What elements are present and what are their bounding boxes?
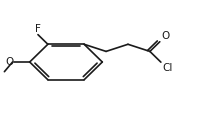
Text: F: F bbox=[35, 24, 41, 34]
Text: Cl: Cl bbox=[162, 63, 172, 73]
Text: O: O bbox=[5, 57, 13, 67]
Text: O: O bbox=[161, 31, 169, 41]
